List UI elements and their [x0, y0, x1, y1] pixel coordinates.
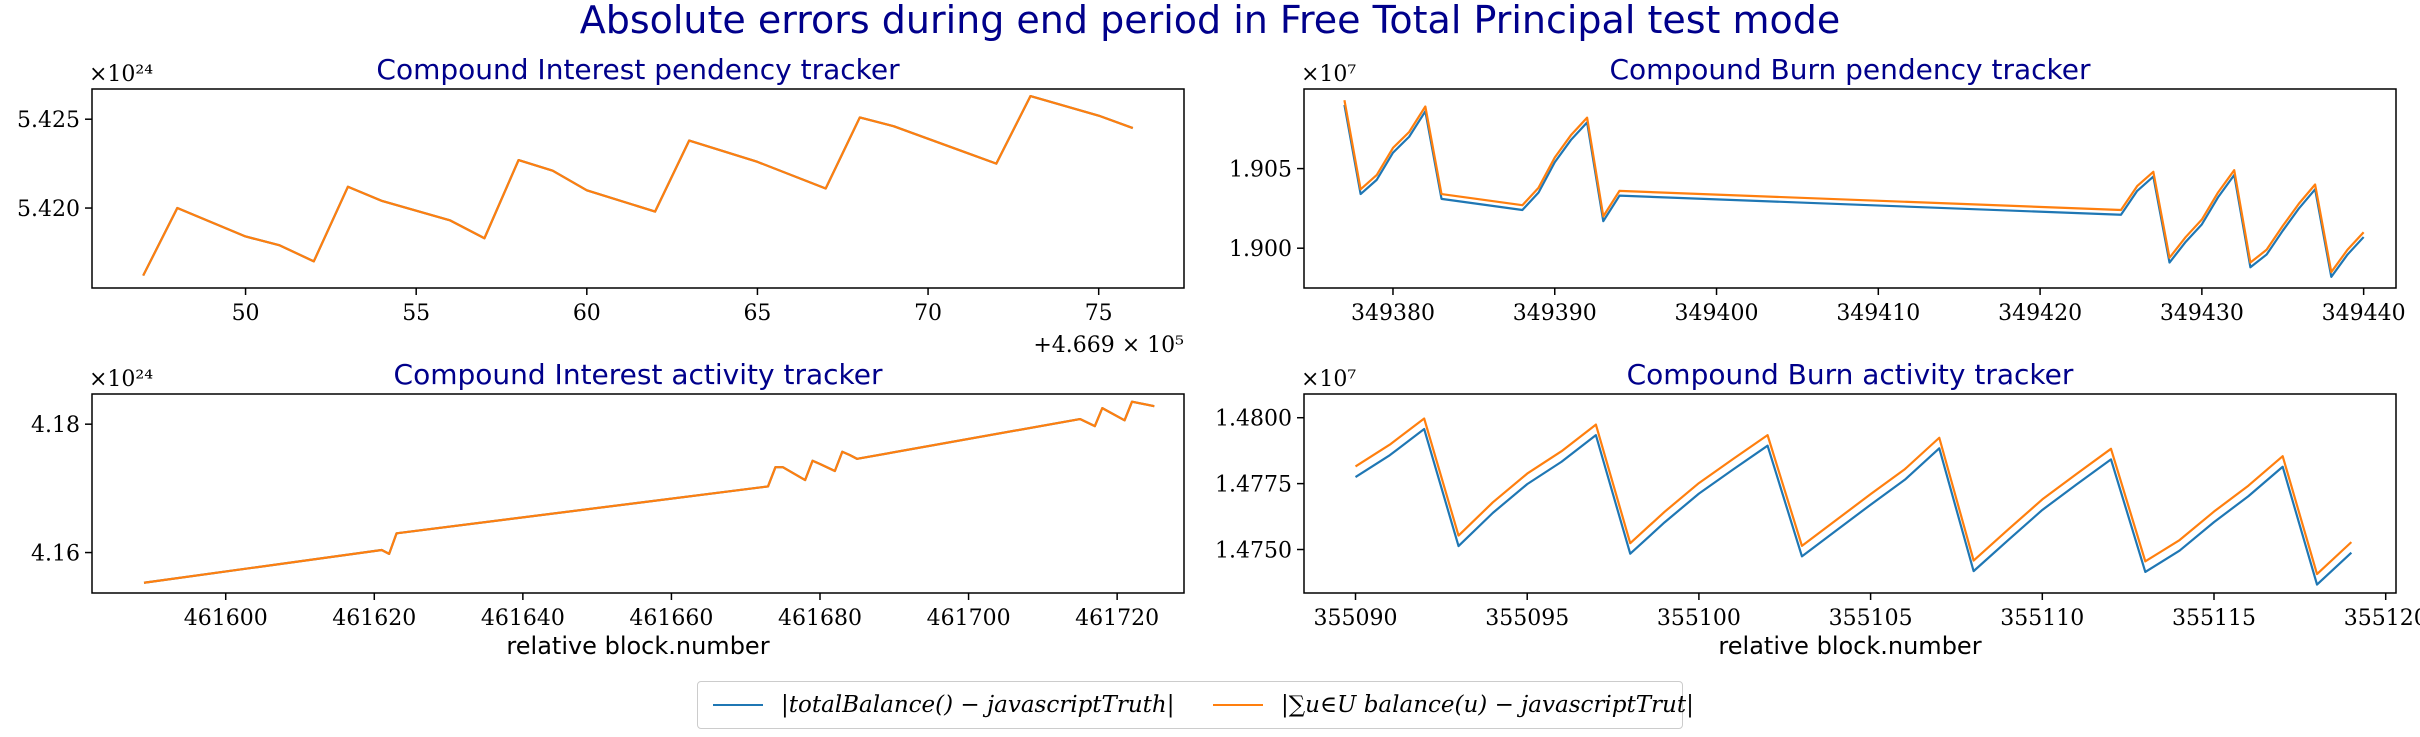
y-tick-label: 1.905	[1229, 158, 1292, 183]
x-tick-label: 50	[232, 301, 260, 326]
x-tick-label: 461720	[1075, 606, 1159, 631]
x-tick-label: 349380	[1351, 301, 1435, 326]
legend-swatch-blue	[713, 704, 763, 706]
panel-title: Compound Burn activity tracker	[1627, 358, 2074, 391]
x-tick-label: 349440	[2322, 301, 2406, 326]
series-line-sum-balance	[1343, 99, 2365, 274]
x-tick-label: 461680	[778, 606, 862, 631]
x-tick-label: 461600	[184, 606, 268, 631]
y-tick-label: 4.18	[31, 413, 80, 438]
y-tick-label: 4.16	[31, 542, 80, 567]
axes-frame	[91, 88, 1185, 289]
y-multiplier-label: ×10²⁴	[89, 62, 153, 87]
x-tick-label: 349430	[2160, 301, 2244, 326]
x-tick-label: 349420	[1998, 301, 2082, 326]
x-tick-label: 355090	[1314, 606, 1398, 631]
x-tick-label: 461640	[481, 606, 565, 631]
x-tick-label: 355105	[1829, 606, 1913, 631]
x-tick-label: 461660	[629, 606, 713, 631]
axes-frame	[91, 393, 1185, 594]
x-tick-label: 60	[573, 301, 601, 326]
legend-item-total-balance: |totalBalance() − javascriptTruth|	[713, 682, 1174, 728]
legend-item-sum-balance: |∑u∈U balance(u) − javascriptTrut|	[1213, 682, 1694, 728]
x-axis-label: relative block.number	[506, 632, 769, 660]
x-tick-label: 355115	[2172, 606, 2256, 631]
panel-title: Compound Burn pendency tracker	[1609, 53, 2090, 86]
panel-burn-activity: Compound Burn activity tracker 355090 3550…	[1215, 358, 2420, 660]
legend-swatch-orange	[1213, 704, 1263, 706]
x-tick-label: 355110	[2000, 606, 2084, 631]
legend-label-total-balance: |totalBalance() − javascriptTruth|	[781, 692, 1175, 718]
axes-frame	[1303, 88, 2397, 289]
series-line-sum-balance	[143, 400, 1155, 584]
panel-burn-pendency: Compound Burn pendency tracker 349380 3493…	[1229, 53, 2406, 326]
y-tick-label: 5.420	[17, 197, 80, 222]
y-tick-label: 5.425	[17, 108, 80, 133]
panel-title: Compound Interest pendency tracker	[376, 53, 900, 86]
series-line-total-balance	[1354, 427, 2353, 586]
series-line-total-balance	[1343, 104, 2365, 278]
series-line-sum-balance	[1354, 417, 2353, 576]
y-multiplier-label: ×10⁷	[1301, 367, 1356, 392]
legend: |totalBalance() − javascriptTruth| |∑u∈U…	[697, 681, 1694, 729]
x-tick-label: 55	[402, 301, 430, 326]
series-line-sum-balance	[142, 95, 1134, 277]
legend-label-sum-balance: |∑u∈U balance(u) − javascriptTrut|	[1281, 692, 1694, 718]
series-line-total-balance	[142, 95, 1134, 277]
x-tick-label: 355100	[1657, 606, 1741, 631]
y-multiplier-label: ×10⁷	[1301, 62, 1356, 87]
y-multiplier-label: ×10²⁴	[89, 367, 153, 392]
x-tick-label: 461620	[332, 606, 416, 631]
axes-frame	[1303, 393, 2397, 594]
series-line-total-balance	[143, 400, 1155, 584]
x-tick-label: 461700	[927, 606, 1011, 631]
y-tick-label: 1.4775	[1215, 473, 1292, 498]
x-tick-label: 349400	[1675, 301, 1759, 326]
panel-interest-pendency: Compound Interest pendency tracker 50 55 60…	[17, 53, 1185, 358]
panel-title: Compound Interest activity tracker	[394, 358, 883, 391]
x-tick-label: 355095	[1485, 606, 1569, 631]
y-tick-label: 1.4750	[1215, 539, 1292, 564]
figure-suptitle: Absolute errors during end period in Fre…	[580, 0, 1841, 42]
x-axis-label: relative block.number	[1718, 632, 1981, 660]
x-tick-label: 355120	[2344, 606, 2420, 631]
x-tick-label: 349390	[1513, 301, 1597, 326]
x-tick-label: 75	[1085, 301, 1113, 326]
y-tick-label: 1.900	[1229, 237, 1292, 262]
x-tick-label: 349410	[1836, 301, 1920, 326]
x-offset-label: +4.669 × 10⁵	[1033, 333, 1184, 358]
x-tick-label: 65	[743, 301, 771, 326]
panel-interest-activity: Compound Interest activity tracker 461600…	[31, 358, 1185, 660]
y-tick-label: 1.4800	[1215, 407, 1292, 432]
x-tick-label: 70	[914, 301, 942, 326]
